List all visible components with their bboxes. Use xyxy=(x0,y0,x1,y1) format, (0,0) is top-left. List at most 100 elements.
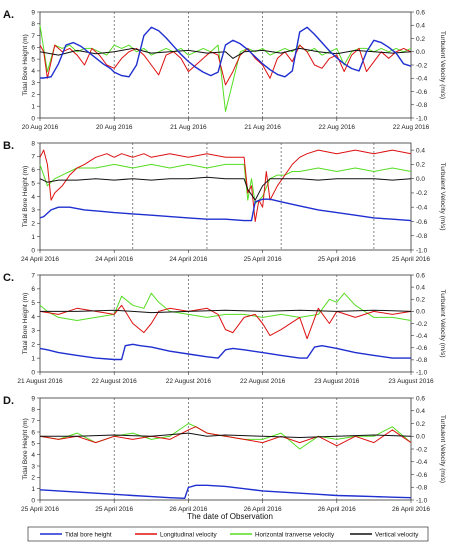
left-tick-label: 1 xyxy=(31,234,35,241)
panel-label: D. xyxy=(3,395,14,407)
legend-label: Vertical velocity xyxy=(375,532,419,539)
chart-panel-1: A. 0 1 2 3 4 5 6 7 8 9 -1.0 -0.8 -0.6 -0.4 -0.2 0.0 0.2 0.… xyxy=(3,9,446,131)
left-tick-label: 7 xyxy=(31,33,35,40)
right-tick-label: -0.6 xyxy=(416,219,428,226)
right-tick-label: 0.4 xyxy=(416,23,425,30)
left-tick-label: 5 xyxy=(31,300,35,307)
left-tick-label: 7 xyxy=(31,272,35,279)
left-tick-label: 8 xyxy=(31,21,35,28)
series-line-vertical xyxy=(39,47,412,59)
left-tick-label: 3 xyxy=(31,80,35,87)
left-axis-title: Tidal Bore Height (m) xyxy=(22,34,29,96)
x-axis-label: The date of Observation xyxy=(187,512,273,521)
left-tick-label: 6 xyxy=(31,167,35,174)
left-tick-label: 6 xyxy=(31,45,35,52)
left-tick-label: 0 xyxy=(31,369,35,376)
left-tick-label: 0 xyxy=(31,247,35,254)
right-tick-label: 0.4 xyxy=(416,284,425,291)
right-tick-label: -0.6 xyxy=(416,345,428,352)
series-line-horizontal xyxy=(39,25,412,112)
left-tick-label: 1 xyxy=(31,104,35,111)
left-tick-label: 8 xyxy=(31,407,35,414)
legend-item-vertical: Vertical velocity xyxy=(350,532,419,539)
chart-panel-2: B. 0 1 2 3 4 5 6 7 8 -1.0 -0.8 -0.6 -0.4 -0.2 0.0 0.2 0.4… xyxy=(3,140,446,263)
right-tick-label: 0.4 xyxy=(416,147,425,154)
chart-panel-3: C. 0 1 2 3 4 5 6 7 -1.0 -0.8 -0.6 -0.4 -0.2 0.0 0.2 0.4 0… xyxy=(3,272,446,385)
legend-label: Longitudinal velocity xyxy=(160,532,218,539)
right-axis-title: Turbulent Velocity (m/s) xyxy=(439,31,446,99)
right-tick-label: -0.2 xyxy=(416,62,428,69)
series-line-tidal xyxy=(40,26,412,79)
legend-item-longitudinal: Longitudinal velocity xyxy=(135,532,218,539)
x-tick-label: 25 April 2016 xyxy=(392,256,430,263)
right-axis-title: Turbulent Velocity (m/s) xyxy=(439,415,446,483)
plot-frame xyxy=(39,142,412,251)
x-tick-label: 26 April 2016 xyxy=(169,506,207,513)
plot-frame xyxy=(39,397,412,501)
x-tick-label: 20 Aug 2016 xyxy=(96,124,133,131)
series-line-longitudinal xyxy=(39,426,412,447)
left-tick-label: 6 xyxy=(31,286,35,293)
left-tick-label: 6 xyxy=(31,429,35,436)
series-line-vertical xyxy=(40,432,412,438)
right-tick-label: 0.0 xyxy=(416,309,425,316)
x-tick-label: 21 Aug 2016 xyxy=(244,124,281,131)
right-tick-label: 0.0 xyxy=(416,49,425,56)
x-tick-label: 23 August 2016 xyxy=(388,378,434,385)
left-tick-label: 9 xyxy=(31,395,35,402)
right-tick-label: -0.4 xyxy=(416,76,428,83)
left-tick-label: 2 xyxy=(31,342,35,349)
x-tick-label: 25 April 2016 xyxy=(244,256,282,263)
left-tick-label: 8 xyxy=(31,140,35,147)
right-tick-label: 0.2 xyxy=(416,297,425,304)
x-tick-label: 22 August 2016 xyxy=(240,378,286,385)
x-tick-label: 24 April 2016 xyxy=(21,256,59,263)
x-tick-label: 24 April 2016 xyxy=(95,256,133,263)
right-tick-label: -0.4 xyxy=(416,459,428,466)
x-tick-label: 22 Aug 2016 xyxy=(393,124,430,131)
left-tick-label: 3 xyxy=(31,328,35,335)
panel-label: B. xyxy=(3,140,14,152)
right-tick-label: 0.6 xyxy=(416,9,425,16)
right-tick-label: -1.0 xyxy=(416,497,428,504)
right-tick-label: -0.8 xyxy=(416,485,428,492)
series-line-tidal xyxy=(39,198,412,222)
x-tick-label: 22 August 2016 xyxy=(166,378,212,385)
left-tick-label: 2 xyxy=(31,475,35,482)
series-line-tidal xyxy=(39,343,411,361)
series-line-longitudinal xyxy=(39,304,412,340)
chart-panels: A. 0 1 2 3 4 5 6 7 8 9 -1.0 -0.8 -0.6 -0.4 -0.2 0.0 0.2 0.… xyxy=(3,9,446,513)
left-tick-label: 0 xyxy=(31,497,35,504)
left-tick-label: 9 xyxy=(31,9,35,16)
x-tick-label: 26 April 2016 xyxy=(244,506,282,513)
left-tick-label: 4 xyxy=(31,68,35,75)
x-tick-label: 20 Aug 2016 xyxy=(22,124,59,131)
right-tick-label: -0.8 xyxy=(416,102,428,109)
x-tick-label: 23 August 2016 xyxy=(314,378,360,385)
right-tick-label: 0.6 xyxy=(416,272,425,279)
right-axis-title: Turbulent Velocity (m/s) xyxy=(439,289,446,357)
series-line-horizontal xyxy=(39,292,412,321)
left-tick-label: 4 xyxy=(31,194,35,201)
series-line-longitudinal xyxy=(39,44,412,86)
right-tick-label: 0.2 xyxy=(416,162,425,169)
x-tick-label: 22 Aug 2016 xyxy=(319,124,356,131)
x-tick-label: 25 April 2016 xyxy=(318,256,356,263)
right-tick-label: -0.6 xyxy=(416,89,428,96)
left-tick-label: 5 xyxy=(31,180,35,187)
right-tick-label: -0.2 xyxy=(416,190,428,197)
legend-label: Horizontal tranverse velocity xyxy=(255,532,335,539)
legend-box xyxy=(27,526,429,542)
left-tick-label: 4 xyxy=(31,314,35,321)
x-tick-label: 24 April 2016 xyxy=(169,256,207,263)
right-axis-title: Turbulent Velocity (m/s) xyxy=(439,162,446,230)
chart-panel-4: D. 0 1 2 3 4 5 6 7 8 9 -1.0 -0.8 -0.6 -0.4 -0.2 0.0 0.2 0.… xyxy=(3,395,446,513)
right-tick-label: -0.4 xyxy=(416,205,428,212)
x-tick-label: 25 April 2016 xyxy=(21,506,59,513)
left-tick-label: 5 xyxy=(31,441,35,448)
right-tick-label: 0.0 xyxy=(416,434,425,441)
left-axis-title: Tidal Bore Height (m) xyxy=(22,166,29,228)
left-tick-label: 0 xyxy=(31,115,35,122)
right-tick-label: 0.2 xyxy=(416,421,425,428)
